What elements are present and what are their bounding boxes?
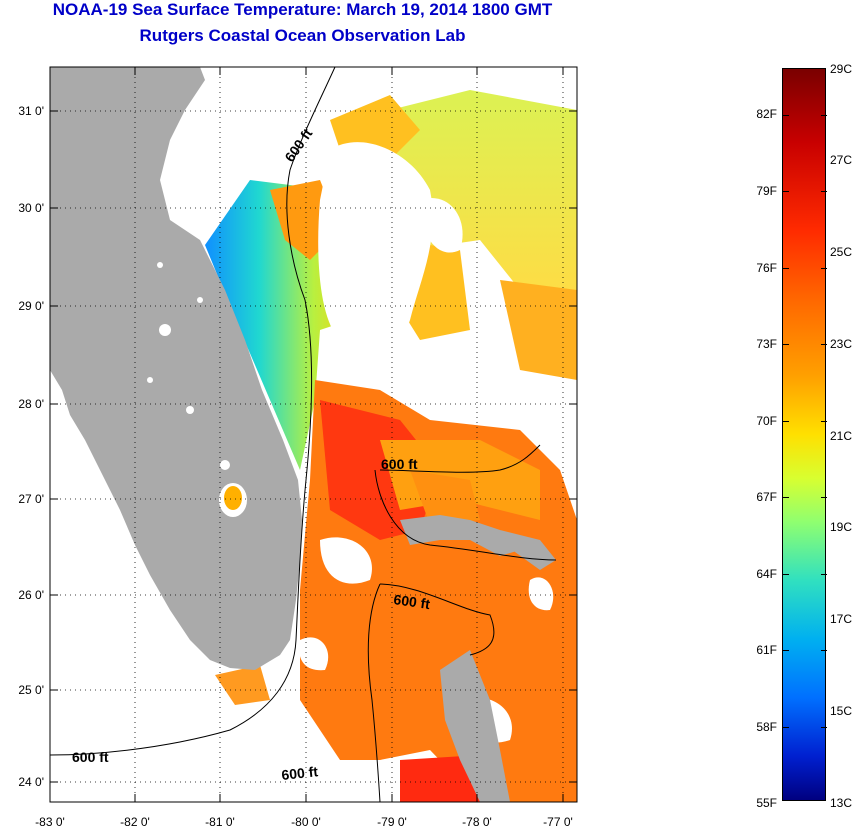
colorbar-c-label: 21C <box>830 429 853 443</box>
land <box>50 67 556 802</box>
y-tick-label: 28 0' <box>18 397 44 411</box>
contour-label-bahamas: 600 ft <box>381 456 418 472</box>
colorbar-f-label: 67F <box>756 490 777 504</box>
x-tick-label: -80 0' <box>291 815 321 829</box>
y-tick-label: 25 0' <box>18 683 44 697</box>
colorbar-f-label: 58F <box>756 720 777 734</box>
colorbar-f-label: 55F <box>756 796 777 810</box>
map-subtitle: Rutgers Coastal Ocean Observation Lab <box>139 26 466 45</box>
x-tick-label: -81 0' <box>205 815 235 829</box>
y-tick-label: 31 0' <box>18 104 44 118</box>
inland-cloud <box>147 262 230 470</box>
colorbar-c-label: 13C <box>830 796 853 810</box>
colorbar-c-label: 27C <box>830 153 853 167</box>
contour-label-gulf: 600 ft <box>72 749 109 765</box>
colorbar-f-label: 79F <box>756 184 777 198</box>
x-tick-label: -79 0' <box>377 815 407 829</box>
map-title: NOAA-19 Sea Surface Temperature: March 1… <box>52 0 553 19</box>
y-tick-label: 26 0' <box>18 588 44 602</box>
axis-ticks <box>50 67 577 802</box>
colorbar-f-label: 70F <box>756 414 777 428</box>
colorbar-c-label: 29C <box>830 62 853 76</box>
y-tick-label: 27 0' <box>18 492 44 506</box>
colorbar-f-label: 61F <box>756 643 777 657</box>
colorbar-c-label: 23C <box>830 337 853 351</box>
colorbar-c-label: 15C <box>830 704 853 718</box>
temperature-colorbar <box>782 68 827 801</box>
colorbar-c-label: 17C <box>830 612 853 626</box>
depth-contours <box>49 66 557 803</box>
y-tick-label: 30 0' <box>18 201 44 215</box>
x-tick-label: -83 0' <box>35 815 65 829</box>
colorbar-c-label: 19C <box>830 520 853 534</box>
contour-label-tongue: 600 ft <box>393 591 432 612</box>
x-tick-label: -77 0' <box>543 815 573 829</box>
contour-label-south: 600 ft <box>281 763 319 783</box>
colorbar-f-label: 73F <box>756 337 777 351</box>
colorbar-f-label: 82F <box>756 107 777 121</box>
plot-frame <box>49 66 578 803</box>
x-tick-label: -82 0' <box>120 815 150 829</box>
y-tick-label: 29 0' <box>18 299 44 313</box>
colorbar-c-label: 25C <box>830 245 853 259</box>
colorbar-f-label: 64F <box>756 567 777 581</box>
x-tick-label: -78 0' <box>462 815 492 829</box>
colorbar-f-label: 76F <box>756 261 777 275</box>
lake-temp <box>224 486 242 510</box>
y-tick-label: 24 0' <box>18 775 44 789</box>
